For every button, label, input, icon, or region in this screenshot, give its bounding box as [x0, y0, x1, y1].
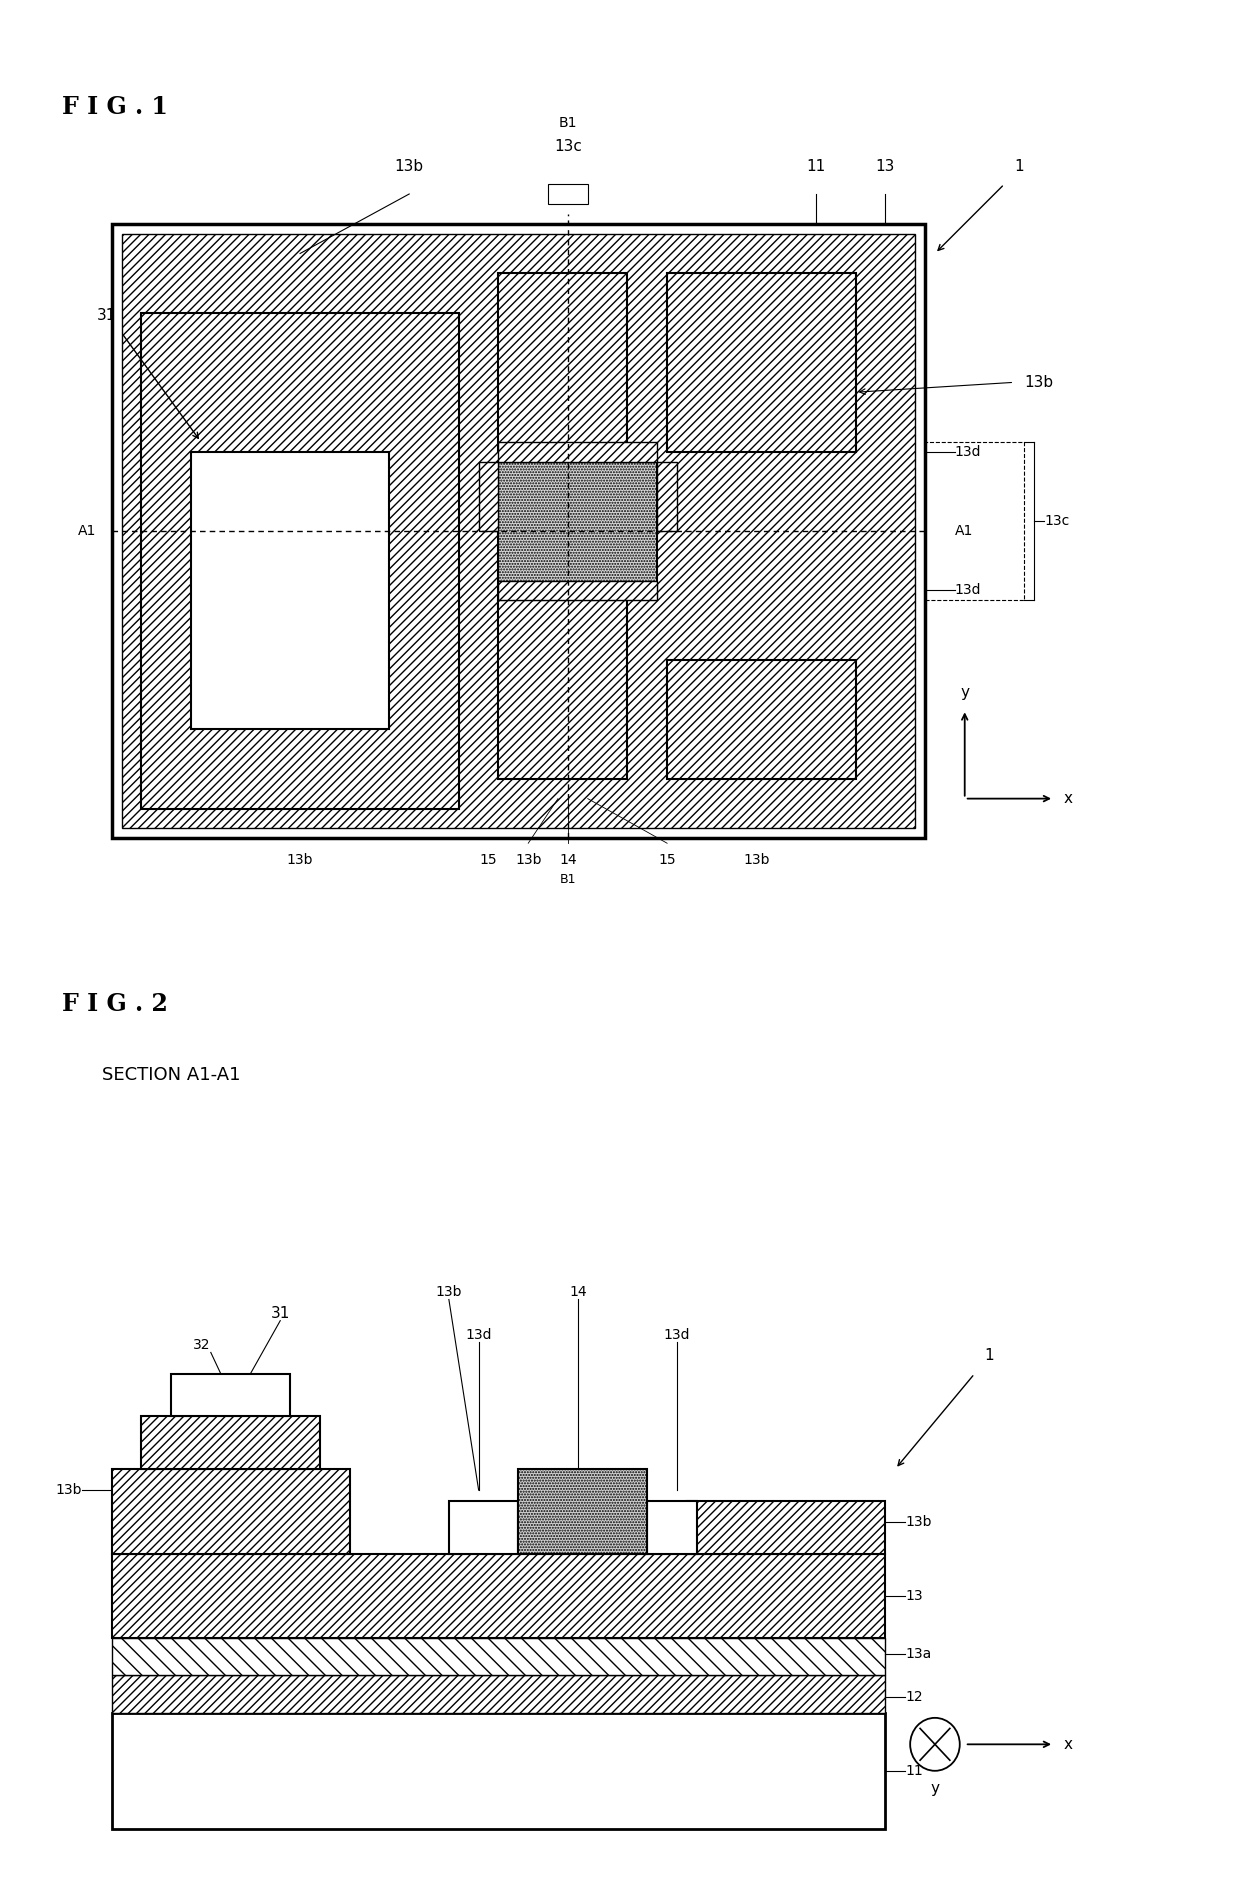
Text: 1: 1	[1014, 159, 1024, 174]
Text: 13b: 13b	[394, 159, 424, 174]
Text: 11: 11	[806, 159, 826, 174]
Text: 13b: 13b	[286, 853, 314, 867]
Text: 13d: 13d	[955, 446, 981, 459]
Text: 13a: 13a	[905, 1648, 931, 1661]
Bar	[191, 451, 389, 729]
Bar	[112, 1554, 885, 1639]
Text: 13b: 13b	[435, 1286, 463, 1299]
Bar	[647, 1501, 697, 1554]
Bar	[141, 313, 459, 808]
Bar	[112, 1675, 885, 1712]
Text: F I G . 1: F I G . 1	[62, 94, 167, 119]
Bar	[112, 1469, 350, 1554]
Bar	[498, 442, 657, 461]
Text: x: x	[1064, 1737, 1073, 1752]
Bar	[449, 1501, 518, 1554]
Bar	[141, 1416, 320, 1469]
Bar	[538, 451, 588, 531]
Text: 1: 1	[985, 1348, 994, 1363]
Text: 13c: 13c	[1044, 514, 1069, 529]
Bar	[498, 582, 657, 600]
Text: A1: A1	[955, 525, 973, 538]
Bar	[548, 183, 588, 204]
Bar	[112, 1712, 885, 1829]
Text: y: y	[960, 685, 970, 699]
Text: SECTION A1-A1: SECTION A1-A1	[102, 1067, 241, 1084]
Text: 15: 15	[480, 853, 497, 867]
Bar	[171, 1374, 290, 1416]
Bar	[479, 461, 498, 531]
Text: 13d: 13d	[465, 1327, 492, 1342]
Bar	[498, 461, 657, 600]
Text: B1: B1	[559, 115, 577, 130]
Bar	[498, 274, 627, 451]
Text: 11: 11	[905, 1763, 923, 1778]
Text: 13: 13	[905, 1590, 923, 1603]
Text: 15: 15	[658, 853, 676, 867]
Bar	[667, 661, 856, 778]
Bar	[687, 1501, 885, 1554]
Text: F I G . 2: F I G . 2	[62, 993, 167, 1016]
Text: 31: 31	[270, 1306, 290, 1322]
Bar	[518, 1469, 647, 1554]
Text: 13b: 13b	[515, 853, 542, 867]
Bar	[122, 234, 915, 829]
Text: B1: B1	[559, 185, 577, 198]
Bar	[925, 442, 1024, 600]
Text: 14: 14	[559, 853, 577, 867]
Text: y: y	[930, 1782, 940, 1795]
Bar	[667, 274, 856, 451]
Bar	[498, 600, 627, 778]
Bar	[112, 1639, 885, 1675]
Text: 14: 14	[569, 1286, 587, 1299]
Text: 13d: 13d	[955, 583, 981, 597]
Text: 13: 13	[875, 159, 895, 174]
Text: 13c: 13c	[554, 140, 582, 155]
Text: A1: A1	[78, 525, 97, 538]
Text: 32: 32	[193, 1339, 211, 1352]
Text: B1: B1	[559, 872, 577, 885]
Text: 31: 31	[97, 308, 117, 323]
Bar	[112, 223, 925, 838]
Text: 13b: 13b	[743, 853, 770, 867]
Text: 13b: 13b	[905, 1514, 931, 1529]
Text: 13d: 13d	[663, 1327, 691, 1342]
Text: 13b: 13b	[1024, 376, 1053, 389]
Bar	[657, 461, 677, 531]
Text: 13b: 13b	[56, 1484, 82, 1497]
Text: x: x	[1064, 791, 1073, 806]
Text: 12: 12	[905, 1690, 923, 1703]
